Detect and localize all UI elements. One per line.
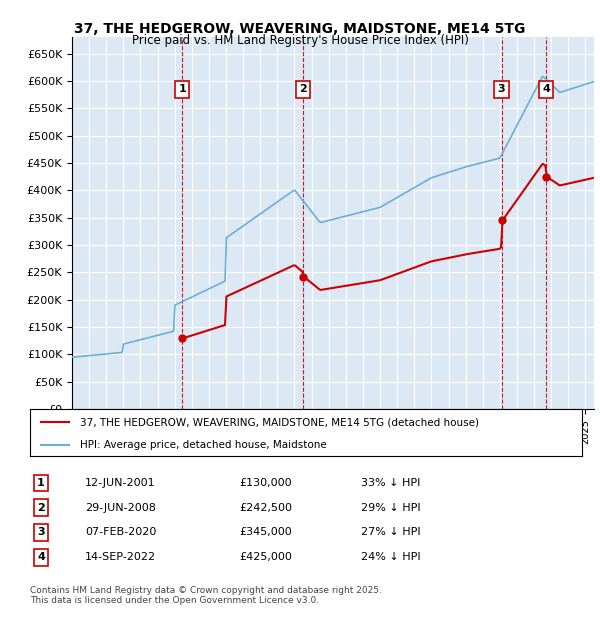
Text: 3: 3 — [498, 84, 505, 94]
Text: HPI: Average price, detached house, Maidstone: HPI: Average price, detached house, Maid… — [80, 440, 326, 451]
Text: 1: 1 — [178, 84, 186, 94]
Text: £345,000: £345,000 — [240, 528, 293, 538]
Text: £130,000: £130,000 — [240, 478, 292, 488]
Text: 24% ↓ HPI: 24% ↓ HPI — [361, 552, 421, 562]
Text: 07-FEB-2020: 07-FEB-2020 — [85, 528, 157, 538]
Text: This data is licensed under the Open Government Licence v3.0.: This data is licensed under the Open Gov… — [30, 596, 319, 606]
Text: 3: 3 — [37, 528, 45, 538]
Text: 4: 4 — [542, 84, 550, 94]
Text: 29-JUN-2008: 29-JUN-2008 — [85, 503, 156, 513]
Text: 37, THE HEDGEROW, WEAVERING, MAIDSTONE, ME14 5TG (detached house): 37, THE HEDGEROW, WEAVERING, MAIDSTONE, … — [80, 417, 479, 427]
Text: 29% ↓ HPI: 29% ↓ HPI — [361, 503, 421, 513]
Text: 27% ↓ HPI: 27% ↓ HPI — [361, 528, 421, 538]
Text: 12-JUN-2001: 12-JUN-2001 — [85, 478, 156, 488]
Text: 37, THE HEDGEROW, WEAVERING, MAIDSTONE, ME14 5TG: 37, THE HEDGEROW, WEAVERING, MAIDSTONE, … — [74, 22, 526, 36]
Text: £425,000: £425,000 — [240, 552, 293, 562]
Text: Contains HM Land Registry data © Crown copyright and database right 2025.: Contains HM Land Registry data © Crown c… — [30, 586, 382, 595]
Text: Price paid vs. HM Land Registry's House Price Index (HPI): Price paid vs. HM Land Registry's House … — [131, 34, 469, 47]
Text: £242,500: £242,500 — [240, 503, 293, 513]
Text: 33% ↓ HPI: 33% ↓ HPI — [361, 478, 421, 488]
Text: 1: 1 — [37, 478, 45, 488]
Text: 4: 4 — [37, 552, 45, 562]
Text: 2: 2 — [299, 84, 307, 94]
Text: 2: 2 — [37, 503, 45, 513]
Text: 14-SEP-2022: 14-SEP-2022 — [85, 552, 157, 562]
